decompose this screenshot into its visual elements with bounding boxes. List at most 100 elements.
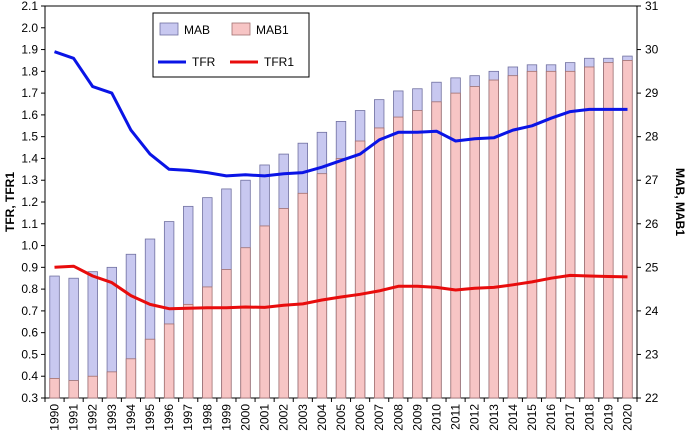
bar-mab1-2011 bbox=[450, 92, 461, 399]
bar-mab1-1999 bbox=[221, 269, 232, 399]
x-tick-label-2001: 2001 bbox=[258, 404, 272, 431]
left-tick-label: 0.9 bbox=[21, 260, 38, 274]
bar-mab1-1998 bbox=[202, 286, 213, 399]
x-tick-label-2009: 2009 bbox=[410, 404, 424, 431]
left-tick-label: 1.4 bbox=[21, 151, 38, 165]
left-tick-label: 2.0 bbox=[21, 21, 38, 35]
right-tick-label: 28 bbox=[645, 130, 659, 144]
bar-mab1-2000 bbox=[240, 247, 251, 399]
x-tick-label-2000: 2000 bbox=[239, 404, 253, 431]
left-tick-label: 1.9 bbox=[21, 43, 38, 57]
right-tick-label: 31 bbox=[645, 0, 659, 13]
bar-mab1-1997 bbox=[183, 303, 194, 399]
x-tick-label-2005: 2005 bbox=[334, 404, 348, 431]
bar-mab1-2005 bbox=[335, 158, 347, 399]
line-tfr1 bbox=[54, 264, 628, 311]
x-tick-label-2012: 2012 bbox=[468, 404, 482, 431]
left-tick-label: 1.8 bbox=[21, 64, 38, 78]
right-tick-label: 23 bbox=[645, 347, 659, 361]
bar-mab1-2006 bbox=[354, 140, 366, 399]
x-tick-label-2004: 2004 bbox=[315, 404, 329, 431]
x-tick-label-1999: 1999 bbox=[219, 404, 233, 431]
bar-mab1-2003 bbox=[297, 192, 308, 399]
x-tick-label-2016: 2016 bbox=[544, 404, 558, 431]
legend-box bbox=[152, 12, 310, 78]
right-tick-label: 24 bbox=[645, 304, 659, 318]
x-tick-label-1991: 1991 bbox=[67, 404, 81, 431]
left-tick-label: 1.7 bbox=[21, 86, 38, 100]
x-tick-label-2020: 2020 bbox=[620, 404, 634, 431]
x-tick-label-2003: 2003 bbox=[296, 404, 310, 431]
x-tick-label-2007: 2007 bbox=[372, 404, 386, 431]
bar-mab1-2013 bbox=[488, 79, 499, 399]
x-tick-label-2018: 2018 bbox=[582, 404, 596, 431]
left-axis-title: TFR, TFR1 bbox=[3, 172, 17, 232]
x-tick-label-2010: 2010 bbox=[429, 404, 443, 431]
bar-mab1-1991 bbox=[68, 380, 79, 399]
left-tick-label: 1.0 bbox=[21, 239, 38, 253]
left-tick-label: 1.2 bbox=[21, 195, 38, 209]
x-tick-label-2013: 2013 bbox=[487, 404, 501, 431]
line-tfr bbox=[54, 50, 628, 178]
left-tick-label: 0.8 bbox=[21, 282, 38, 296]
bar-mab1-1993 bbox=[106, 371, 118, 399]
bar-mab1-1996 bbox=[163, 323, 175, 399]
right-tick-label: 30 bbox=[645, 43, 659, 57]
left-tick-label: 0.6 bbox=[21, 326, 38, 340]
bar-mab1-2001 bbox=[259, 225, 270, 399]
x-tick-label-2011: 2011 bbox=[449, 404, 463, 430]
bar-mab1-2015 bbox=[526, 70, 538, 399]
bar-mab1-2019 bbox=[603, 62, 614, 399]
x-tick-label-1992: 1992 bbox=[86, 404, 100, 431]
legend: MAB MAB1 TFR TFR1 bbox=[152, 12, 310, 78]
bar-mab1-2002 bbox=[278, 208, 289, 399]
x-tick-label-1990: 1990 bbox=[48, 404, 62, 431]
left-tick-label: 1.1 bbox=[21, 217, 38, 231]
bar-mab1-2009 bbox=[412, 110, 423, 399]
x-tick-label-1997: 1997 bbox=[181, 404, 195, 431]
x-tick-label-2019: 2019 bbox=[601, 404, 615, 431]
left-tick-label: 1.5 bbox=[21, 130, 38, 144]
bar-mab1-2008 bbox=[393, 116, 404, 399]
legend-label-tfr: TFR bbox=[192, 55, 216, 69]
right-tick-label: 26 bbox=[645, 217, 659, 231]
bar-mab1-2017 bbox=[564, 70, 576, 399]
x-tick-label-2015: 2015 bbox=[525, 404, 539, 431]
bar-mab-1991 bbox=[68, 277, 79, 399]
x-tick-label-2017: 2017 bbox=[563, 404, 577, 431]
bar-mab1-1990 bbox=[49, 377, 60, 399]
left-tick-label: 2.1 bbox=[21, 0, 38, 13]
x-tick-label-1996: 1996 bbox=[162, 404, 176, 431]
x-tick-label-2014: 2014 bbox=[506, 404, 520, 431]
x-tick-label-2006: 2006 bbox=[353, 404, 367, 431]
left-tick-label: 1.6 bbox=[21, 108, 38, 122]
legend-label-tfr1: TFR1 bbox=[264, 55, 294, 69]
x-tick-label-2008: 2008 bbox=[391, 404, 405, 431]
bar-mab1-2012 bbox=[469, 86, 480, 399]
bar-mab1-2014 bbox=[507, 75, 519, 399]
right-axis-title: MAB, MAB1 bbox=[673, 168, 685, 236]
right-tick-label: 29 bbox=[645, 86, 659, 100]
legend-label-mab1: MAB1 bbox=[256, 23, 289, 37]
bar-mab1-2016 bbox=[545, 70, 557, 399]
left-tick-label: 1.3 bbox=[21, 173, 38, 187]
bar-mab1-2004 bbox=[316, 173, 328, 399]
left-tick-label: 0.5 bbox=[21, 347, 38, 361]
right-tick-label: 27 bbox=[645, 173, 659, 187]
bar-mab1-2020 bbox=[622, 60, 633, 399]
legend-swatch-mab bbox=[159, 22, 179, 36]
right-tick-label: 25 bbox=[645, 260, 659, 274]
bar-mab1-1994 bbox=[125, 358, 137, 399]
bar-mab1-2018 bbox=[584, 66, 595, 399]
bar-mab1-1992 bbox=[87, 375, 98, 399]
left-tick-label: 0.7 bbox=[21, 304, 38, 318]
left-tick-label: 0.4 bbox=[21, 369, 38, 383]
left-tick-label: 0.3 bbox=[21, 391, 38, 405]
bars-group bbox=[49, 55, 633, 399]
x-tick-label-1995: 1995 bbox=[143, 404, 157, 431]
x-tick-label-2002: 2002 bbox=[277, 404, 291, 431]
x-tick-label-1998: 1998 bbox=[200, 404, 214, 431]
legend-swatch-mab1 bbox=[231, 22, 251, 36]
